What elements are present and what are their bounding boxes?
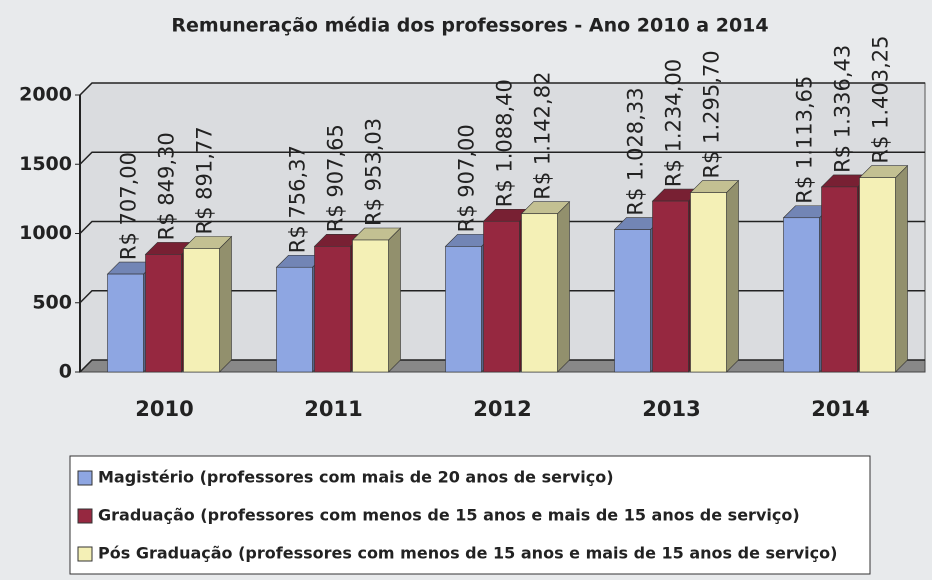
value-label: R$ 953,03: [362, 118, 386, 226]
y-tick-label: 0: [59, 361, 72, 383]
x-tick-label: 2011: [304, 397, 362, 421]
value-label: R$ 907,65: [324, 124, 348, 232]
bar: [276, 266, 313, 373]
value-label: R$ 1.336,43: [831, 45, 855, 173]
x-tick-label: 2012: [473, 397, 531, 421]
bar-side: [895, 164, 908, 373]
x-tick-label: 2014: [811, 397, 869, 421]
grid-line: [79, 151, 925, 165]
bar-side: [726, 179, 739, 373]
chart-title: Remuneração média dos professores - Ano …: [171, 15, 768, 37]
bar: [352, 239, 389, 373]
bar-side: [219, 235, 232, 373]
y-tick-label: 1000: [19, 222, 72, 244]
legend-label: Graduação (professores com menos de 15 a…: [98, 506, 800, 525]
grid-line: [79, 82, 925, 96]
bar: [652, 200, 689, 373]
bar: [783, 217, 820, 373]
value-label: R$ 1.142,82: [531, 72, 555, 200]
y-tick-label: 1500: [19, 153, 72, 175]
legend-marker: [77, 546, 93, 562]
bar: [614, 229, 651, 373]
x-tick-label: 2010: [135, 397, 193, 421]
bar: [521, 213, 558, 373]
x-tick-label: 2013: [642, 397, 700, 421]
bar: [445, 246, 482, 373]
value-label: R$ 756,37: [286, 145, 310, 253]
value-label: R$ 907,00: [455, 124, 479, 232]
bar: [483, 220, 520, 373]
legend-marker: [77, 470, 93, 486]
bar: [690, 192, 727, 373]
value-label: R$ 1.234,00: [662, 59, 686, 187]
value-label: R$ 1.113,65: [793, 76, 817, 204]
bar: [107, 273, 144, 373]
value-label: R$ 1.403,25: [869, 35, 893, 163]
value-label: R$ 1.028,33: [624, 87, 648, 215]
bar: [314, 245, 351, 373]
bar-side: [388, 227, 401, 373]
y-tick-label: 500: [32, 291, 72, 313]
y-tick-label: 2000: [19, 84, 72, 106]
bar-side: [557, 200, 570, 373]
bar: [859, 177, 896, 373]
bar: [821, 186, 858, 373]
value-label: R$ 707,00: [117, 152, 141, 260]
value-label: R$ 849,30: [155, 132, 179, 240]
value-label: R$ 891,77: [193, 126, 217, 234]
value-label: R$ 1.088,40: [493, 79, 517, 207]
bar: [145, 254, 182, 373]
legend-marker: [77, 508, 93, 524]
value-label: R$ 1.295,70: [700, 50, 724, 178]
legend-label: Pós Graduação (professores com menos de …: [98, 544, 837, 563]
legend-box: [69, 455, 871, 575]
bar: [183, 248, 220, 373]
legend-label: Magistério (professores com mais de 20 a…: [98, 468, 614, 487]
